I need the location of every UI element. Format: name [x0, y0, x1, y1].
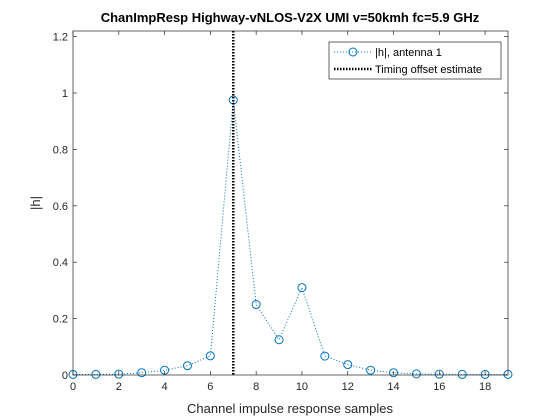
x-axis-label: Channel impulse response samples: [187, 401, 393, 416]
x-tick-label: 10: [296, 381, 308, 393]
plot-area: [73, 31, 508, 375]
x-tick-label: 8: [253, 381, 259, 393]
y-axis-label: |h|: [28, 196, 43, 210]
y-tick-label: 0.4: [53, 257, 68, 269]
x-tick-label: 0: [70, 381, 76, 393]
y-tick-label: 0.2: [53, 314, 68, 326]
x-tick-label: 16: [433, 381, 445, 393]
legend-label-series-1: |h|, antenna 1: [375, 47, 442, 59]
x-tick-label: 4: [162, 381, 168, 393]
x-tick-label: 14: [387, 381, 399, 393]
y-tick-label: 1.2: [53, 32, 68, 44]
y-tick-label: 1: [62, 88, 68, 100]
x-tick-label: 18: [479, 381, 491, 393]
x-tick-label: 2: [116, 381, 122, 393]
legend-label-series-2: Timing offset estimate: [375, 64, 482, 76]
y-tick-label: 0: [62, 370, 68, 382]
y-tick-label: 0.8: [53, 144, 68, 156]
chart-title: ChanImpResp Highway-vNLOS-V2X UMI v=50km…: [101, 10, 480, 25]
legend: |h|, antenna 1 Timing offset estimate: [329, 42, 501, 79]
y-tick-label: 0.6: [53, 201, 68, 213]
x-tick-label: 12: [342, 381, 354, 393]
x-tick-label: 6: [207, 381, 213, 393]
